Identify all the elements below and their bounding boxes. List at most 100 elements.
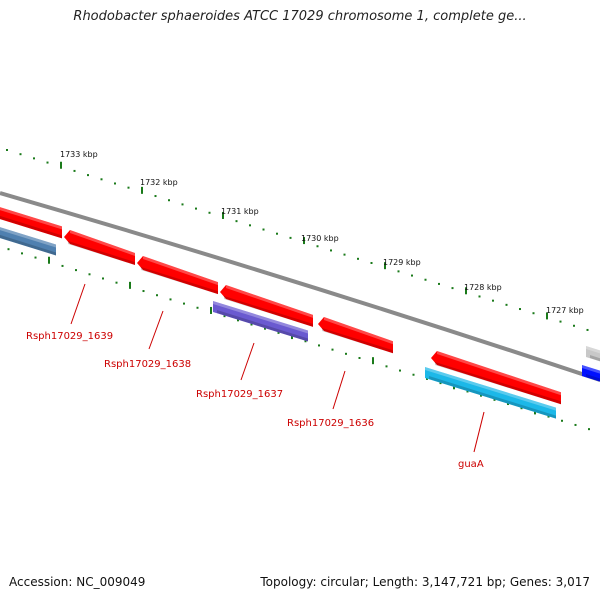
- gene-feature[interactable]: [137, 256, 218, 295]
- inner-minor-tick: [7, 248, 10, 251]
- inner-minor-tick: [345, 352, 347, 355]
- inner-minor-tick: [169, 298, 172, 301]
- gene-arrow: [582, 365, 600, 382]
- gene-feature[interactable]: [586, 346, 600, 364]
- gene-feature[interactable]: [425, 367, 556, 419]
- gene-arrow-shadow: [586, 374, 600, 382]
- inner-major-tick: [129, 281, 131, 289]
- outer-minor-tick: [519, 308, 521, 311]
- inner-minor-tick: [466, 390, 469, 393]
- gene-feature[interactable]: [0, 224, 56, 256]
- outer-tick-track: 1733 kbp 1732 kbp 1731 kbp 1730 kbp 1729 kbp…: [6, 149, 589, 331]
- gene-arrow: [431, 351, 561, 405]
- outer-major-tick: [222, 211, 224, 219]
- gene-arrow-highlight: [213, 301, 308, 334]
- outer-minor-tick: [127, 186, 130, 189]
- gene-arrow-shadow: [217, 310, 308, 342]
- gene-arrow: [0, 207, 62, 239]
- gene-arrow-highlight: [425, 367, 556, 411]
- inner-minor-tick: [547, 415, 550, 418]
- callout-line: [148, 310, 164, 350]
- gene-arrow-shadow: [68, 241, 135, 266]
- inner-minor-tick: [223, 315, 226, 318]
- outer-minor-tick: [586, 328, 589, 331]
- gene-feature[interactable]: [0, 204, 62, 239]
- outer-major-tick: [60, 161, 62, 169]
- gene-arrow: [586, 346, 600, 362]
- inner-minor-tick: [264, 327, 266, 330]
- outer-minor-tick: [249, 224, 251, 227]
- gene-arrow-highlight: [582, 365, 600, 374]
- outer-minor-tick: [438, 282, 440, 285]
- inner-minor-tick: [304, 340, 307, 343]
- gene-arrow-highlight: [0, 207, 62, 230]
- outer-minor-tick: [370, 261, 373, 264]
- gene-arrow-highlight: [437, 351, 561, 396]
- inner-minor-tick: [507, 403, 509, 406]
- gene-feature[interactable]: [220, 285, 313, 327]
- scale-tick-label: 1732 kbp: [140, 178, 178, 187]
- inner-minor-tick: [142, 290, 145, 293]
- gene-arrow: [425, 367, 556, 419]
- outer-minor-tick: [6, 149, 8, 151]
- outer-minor-tick: [168, 199, 170, 202]
- inner-minor-tick: [480, 394, 482, 397]
- gene-label[interactable]: Rsph17029_1639: [26, 331, 113, 342]
- callout-line: [473, 411, 485, 453]
- outer-minor-tick: [100, 178, 103, 181]
- inner-minor-tick: [34, 256, 37, 259]
- inner-minor-tick: [88, 273, 91, 276]
- feature-track: [0, 204, 600, 419]
- outer-minor-tick: [19, 153, 22, 156]
- outer-major-tick: [384, 262, 386, 270]
- inner-minor-tick: [358, 356, 361, 359]
- gene-feature[interactable]: [431, 351, 561, 405]
- gene-label[interactable]: Rsph17029_1636: [287, 418, 374, 429]
- scale-tick-label: 1733 kbp: [60, 150, 98, 159]
- outer-major-tick: [303, 237, 305, 245]
- gene-arrow-shadow: [435, 362, 561, 405]
- gene-feature[interactable]: [318, 317, 393, 354]
- inner-minor-tick: [237, 319, 239, 322]
- gene-arrow: [0, 227, 56, 256]
- outer-minor-tick: [262, 228, 265, 231]
- gene-label[interactable]: Rsph17029_1638: [104, 359, 191, 370]
- outer-minor-tick: [73, 169, 76, 172]
- inner-minor-tick: [196, 306, 199, 309]
- gene-arrow-shadow: [0, 215, 62, 239]
- outer-minor-tick: [46, 161, 49, 164]
- gene-label[interactable]: Rsph17029_1637: [196, 389, 283, 400]
- outer-minor-tick: [532, 312, 535, 315]
- gene-arrow-highlight: [143, 256, 218, 286]
- outer-minor-tick: [411, 274, 413, 277]
- scale-tick-label: 1731 kbp: [221, 207, 259, 216]
- feature-callouts: Rsph17029_1639 Rsph17029_1638 Rsph17029_16…: [26, 283, 485, 470]
- gene-arrow-highlight: [70, 230, 135, 257]
- inner-tick-track: [7, 248, 590, 431]
- outer-minor-tick: [343, 253, 346, 256]
- inner-major-tick: [210, 306, 212, 314]
- outer-major-tick: [141, 186, 143, 194]
- outer-minor-tick: [478, 295, 481, 298]
- gene-label[interactable]: guaA: [458, 459, 484, 470]
- inner-minor-tick: [318, 344, 320, 347]
- map-title: Rhodobacter sphaeroides ATCC 17029 chrom…: [73, 9, 527, 24]
- outer-minor-tick: [181, 203, 184, 206]
- inner-major-tick: [48, 256, 50, 264]
- inner-minor-tick: [399, 369, 401, 372]
- outer-minor-tick: [451, 287, 454, 290]
- inner-minor-tick: [61, 264, 64, 267]
- gene-arrow-highlight: [586, 346, 600, 354]
- inner-minor-tick: [156, 294, 158, 297]
- outer-minor-tick: [208, 211, 211, 214]
- gene-feature[interactable]: [582, 365, 600, 385]
- gene-arrow-shadow: [141, 267, 218, 295]
- gene-feature[interactable]: [213, 301, 308, 342]
- gene-arrow: [137, 256, 218, 295]
- inner-minor-tick: [439, 382, 442, 385]
- callout-line: [332, 370, 346, 410]
- gene-feature[interactable]: [64, 230, 135, 266]
- inner-minor-tick: [493, 398, 496, 401]
- outer-minor-tick: [33, 157, 35, 160]
